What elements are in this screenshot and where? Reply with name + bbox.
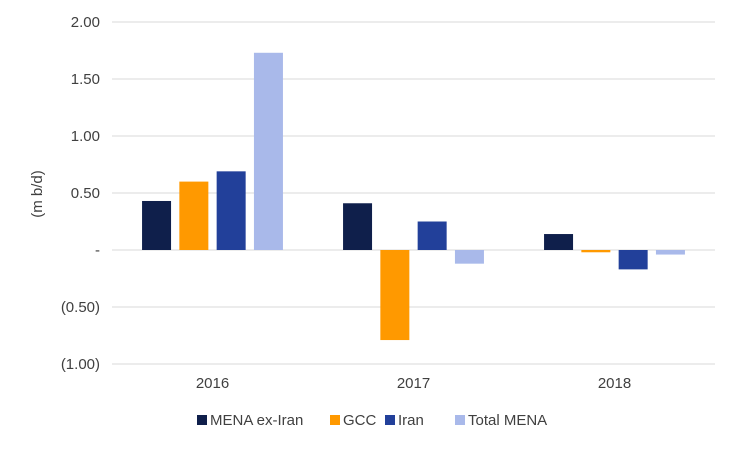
legend-label: Total MENA <box>468 412 547 429</box>
x-tick-label: 2016 <box>196 375 229 392</box>
bar <box>179 181 209 250</box>
bar <box>544 234 574 250</box>
legend: MENA ex-Iran GCC Iran Total MENA <box>197 412 547 429</box>
bar <box>216 171 246 250</box>
bar <box>380 250 410 341</box>
legend-swatch <box>385 415 395 425</box>
x-tick-label: 2018 <box>598 375 631 392</box>
y-tick-label: (1.00) <box>61 356 100 373</box>
legend-label: GCC <box>343 412 377 429</box>
y-tick-label: - <box>95 242 100 259</box>
y-tick-label: 1.00 <box>71 128 100 145</box>
y-axis-label: (m b/d) <box>29 170 46 218</box>
y-axis-ticks: 2.00 1.50 1.00 0.50 - (0.50) (1.00) <box>61 14 100 373</box>
bar <box>142 200 172 250</box>
y-tick-label: 1.50 <box>71 71 100 88</box>
bar <box>253 52 283 250</box>
y-tick-label: (0.50) <box>61 299 100 316</box>
bar <box>343 203 373 250</box>
x-axis-ticks: 2016 2017 2018 <box>196 375 631 392</box>
legend-label: Iran <box>398 412 424 429</box>
x-tick-label: 2017 <box>397 375 430 392</box>
y-tick-label: 2.00 <box>71 14 100 31</box>
bar <box>454 250 484 264</box>
gridlines <box>112 21 715 365</box>
bar <box>618 250 648 270</box>
bar <box>581 250 611 253</box>
bars <box>142 52 685 341</box>
bar <box>655 250 685 255</box>
legend-swatch <box>455 415 465 425</box>
legend-label: MENA ex-Iran <box>210 412 303 429</box>
y-tick-label: 0.50 <box>71 185 100 202</box>
legend-swatch <box>330 415 340 425</box>
bar <box>417 221 447 250</box>
legend-swatch <box>197 415 207 425</box>
